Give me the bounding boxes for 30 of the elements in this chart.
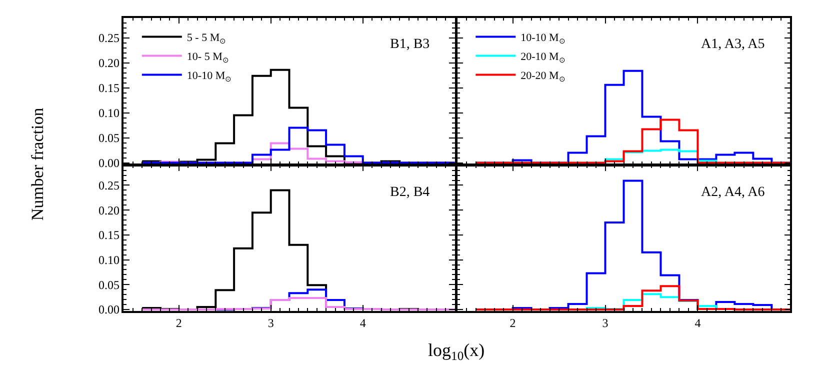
x-tick-label: 3 <box>268 316 274 330</box>
y-axis-title: Number fraction <box>28 107 48 221</box>
x-axis-title: log$_{10}$(x) <box>428 340 485 363</box>
x-tick-label: 3 <box>602 316 608 330</box>
y-tick-label: 0.10 <box>98 106 120 120</box>
y-tick-label: 0.05 <box>98 278 120 292</box>
annotation: B2, B4 <box>390 185 430 200</box>
legend-label: 10-10 M$_{⊙}$ <box>520 32 566 46</box>
y-tick-label: 0.25 <box>98 178 120 192</box>
legend-label: 20-10 M$_{⊙}$ <box>520 51 566 64</box>
y-tick-label: 0.20 <box>98 203 120 218</box>
annotation: B1, B3 <box>390 37 430 52</box>
x-tick-label: 4 <box>694 316 701 330</box>
y-tick-label: 0.20 <box>98 56 120 70</box>
annotation: A1, A3, A5 <box>701 37 765 52</box>
y-tick-label: 0.10 <box>98 252 120 267</box>
legend-label: 20-20 M$_{⊙}$ <box>520 70 566 84</box>
y-tick-label: 0.05 <box>98 130 120 145</box>
legend-label: 10-10 M$_{⊙}$ <box>186 70 232 84</box>
y-tick-label: 0.15 <box>98 81 120 96</box>
annotation: A2, A4, A6 <box>701 185 765 200</box>
legend-label: 5 - 5 M$_{⊙}$ <box>186 32 227 46</box>
x-tick-label: 2 <box>510 316 516 330</box>
y-tick-label: 0.00 <box>98 156 120 170</box>
x-tick-label: 2 <box>176 316 182 330</box>
x-tick-label: 4 <box>360 316 366 330</box>
legend-label: 10- 5 M$_{⊙}$ <box>186 51 230 64</box>
y-tick-label: 0.00 <box>98 302 120 317</box>
y-tick-label: 0.25 <box>98 31 120 46</box>
y-tick-label: 0.15 <box>98 228 120 242</box>
